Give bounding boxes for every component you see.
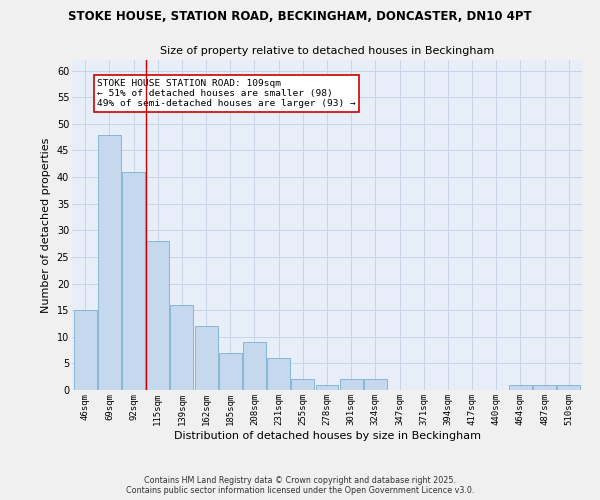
Title: Size of property relative to detached houses in Beckingham: Size of property relative to detached ho… — [160, 46, 494, 56]
Bar — [340, 380, 362, 390]
Bar — [170, 305, 193, 390]
Bar — [74, 310, 97, 390]
Bar — [533, 384, 556, 390]
Text: Contains HM Land Registry data © Crown copyright and database right 2025.
Contai: Contains HM Land Registry data © Crown c… — [126, 476, 474, 495]
Bar — [509, 384, 532, 390]
Y-axis label: Number of detached properties: Number of detached properties — [41, 138, 51, 312]
Bar — [267, 358, 290, 390]
Bar — [122, 172, 145, 390]
Bar — [146, 241, 169, 390]
Bar — [219, 352, 242, 390]
Bar — [194, 326, 218, 390]
Bar — [316, 384, 338, 390]
Text: STOKE HOUSE STATION ROAD: 109sqm
← 51% of detached houses are smaller (98)
49% o: STOKE HOUSE STATION ROAD: 109sqm ← 51% o… — [97, 78, 356, 108]
Text: STOKE HOUSE, STATION ROAD, BECKINGHAM, DONCASTER, DN10 4PT: STOKE HOUSE, STATION ROAD, BECKINGHAM, D… — [68, 10, 532, 23]
Bar — [557, 384, 580, 390]
Bar — [292, 380, 314, 390]
Bar — [243, 342, 266, 390]
Bar — [364, 380, 387, 390]
X-axis label: Distribution of detached houses by size in Beckingham: Distribution of detached houses by size … — [173, 430, 481, 440]
Bar — [98, 134, 121, 390]
